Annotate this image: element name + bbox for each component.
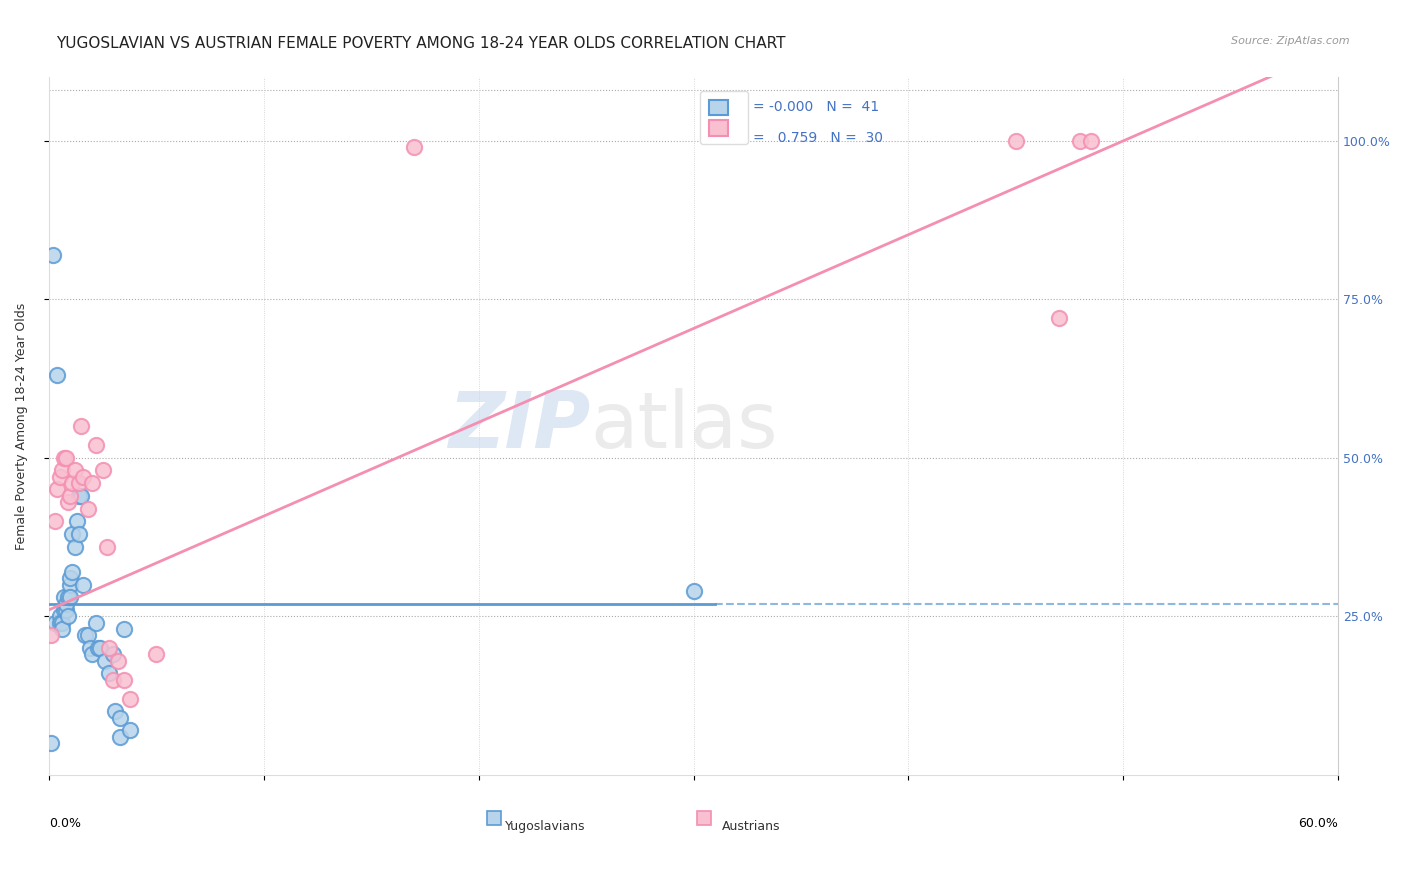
- Point: [52, 450, 75, 465]
- Point: [682, 583, 704, 598]
- Point: [1047, 311, 1070, 326]
- Point: [44, 514, 66, 528]
- Point: [87, 640, 110, 655]
- Y-axis label: Female Poverty Among 18-24 Year Olds: Female Poverty Among 18-24 Year Olds: [15, 302, 28, 549]
- Point: [80, 476, 103, 491]
- Point: [120, 723, 142, 738]
- Point: [39, 736, 62, 750]
- Text: Source: ZipAtlas.com: Source: ZipAtlas.com: [1232, 36, 1350, 45]
- Point: [1005, 134, 1028, 148]
- Point: [103, 673, 125, 687]
- Point: [76, 501, 98, 516]
- Point: [70, 489, 93, 503]
- Point: [72, 577, 94, 591]
- Point: [56, 609, 79, 624]
- Point: [1080, 134, 1102, 148]
- Point: [103, 648, 125, 662]
- Point: [52, 591, 75, 605]
- Point: [84, 438, 107, 452]
- Point: [62, 527, 84, 541]
- Point: [59, 571, 82, 585]
- Point: [46, 368, 69, 383]
- Point: [48, 615, 70, 630]
- Point: [93, 654, 115, 668]
- Point: [67, 527, 90, 541]
- Point: [79, 640, 101, 655]
- Point: [62, 476, 84, 491]
- Point: [59, 489, 82, 503]
- Point: [108, 711, 131, 725]
- Point: [63, 540, 86, 554]
- Point: [91, 463, 114, 477]
- Point: [48, 609, 70, 624]
- Point: [67, 489, 90, 503]
- Text: Austrians: Austrians: [723, 820, 780, 833]
- Point: [62, 565, 84, 579]
- Point: [89, 640, 111, 655]
- Point: [42, 248, 65, 262]
- Point: [98, 640, 121, 655]
- Point: [108, 730, 131, 744]
- Point: [80, 648, 103, 662]
- Point: [75, 628, 97, 642]
- Point: [66, 514, 89, 528]
- Text: Yugoslavians: Yugoslavians: [505, 820, 585, 833]
- Point: [51, 615, 73, 630]
- Point: [51, 622, 73, 636]
- Point: [59, 577, 82, 591]
- Text: 60.0%: 60.0%: [1298, 816, 1339, 830]
- Point: [404, 140, 426, 154]
- Text: R =   0.759   N =  30: R = 0.759 N = 30: [738, 130, 883, 145]
- Point: [76, 628, 98, 642]
- Point: [59, 591, 82, 605]
- Point: [70, 419, 93, 434]
- Point: [52, 603, 75, 617]
- Legend: , : ,: [700, 91, 748, 144]
- Text: R = -0.000   N =  41: R = -0.000 N = 41: [738, 100, 879, 114]
- Point: [55, 450, 77, 465]
- Point: [104, 704, 127, 718]
- Text: atlas: atlas: [591, 388, 778, 464]
- Point: [112, 622, 135, 636]
- Point: [63, 463, 86, 477]
- Point: [48, 470, 70, 484]
- Point: [96, 540, 118, 554]
- Point: [120, 691, 142, 706]
- Point: [112, 673, 135, 687]
- Text: ZIP: ZIP: [449, 388, 591, 464]
- Point: [39, 628, 62, 642]
- Point: [72, 470, 94, 484]
- Point: [51, 463, 73, 477]
- Point: [107, 654, 129, 668]
- Point: [56, 495, 79, 509]
- Point: [84, 615, 107, 630]
- Point: [98, 666, 121, 681]
- Point: [55, 603, 77, 617]
- Point: [55, 597, 77, 611]
- Point: [46, 483, 69, 497]
- Point: [145, 648, 167, 662]
- Point: [44, 615, 66, 630]
- Text: 0.0%: 0.0%: [49, 816, 80, 830]
- Text: YUGOSLAVIAN VS AUSTRIAN FEMALE POVERTY AMONG 18-24 YEAR OLDS CORRELATION CHART: YUGOSLAVIAN VS AUSTRIAN FEMALE POVERTY A…: [56, 36, 786, 51]
- Point: [67, 476, 90, 491]
- Point: [56, 591, 79, 605]
- Point: [1069, 134, 1091, 148]
